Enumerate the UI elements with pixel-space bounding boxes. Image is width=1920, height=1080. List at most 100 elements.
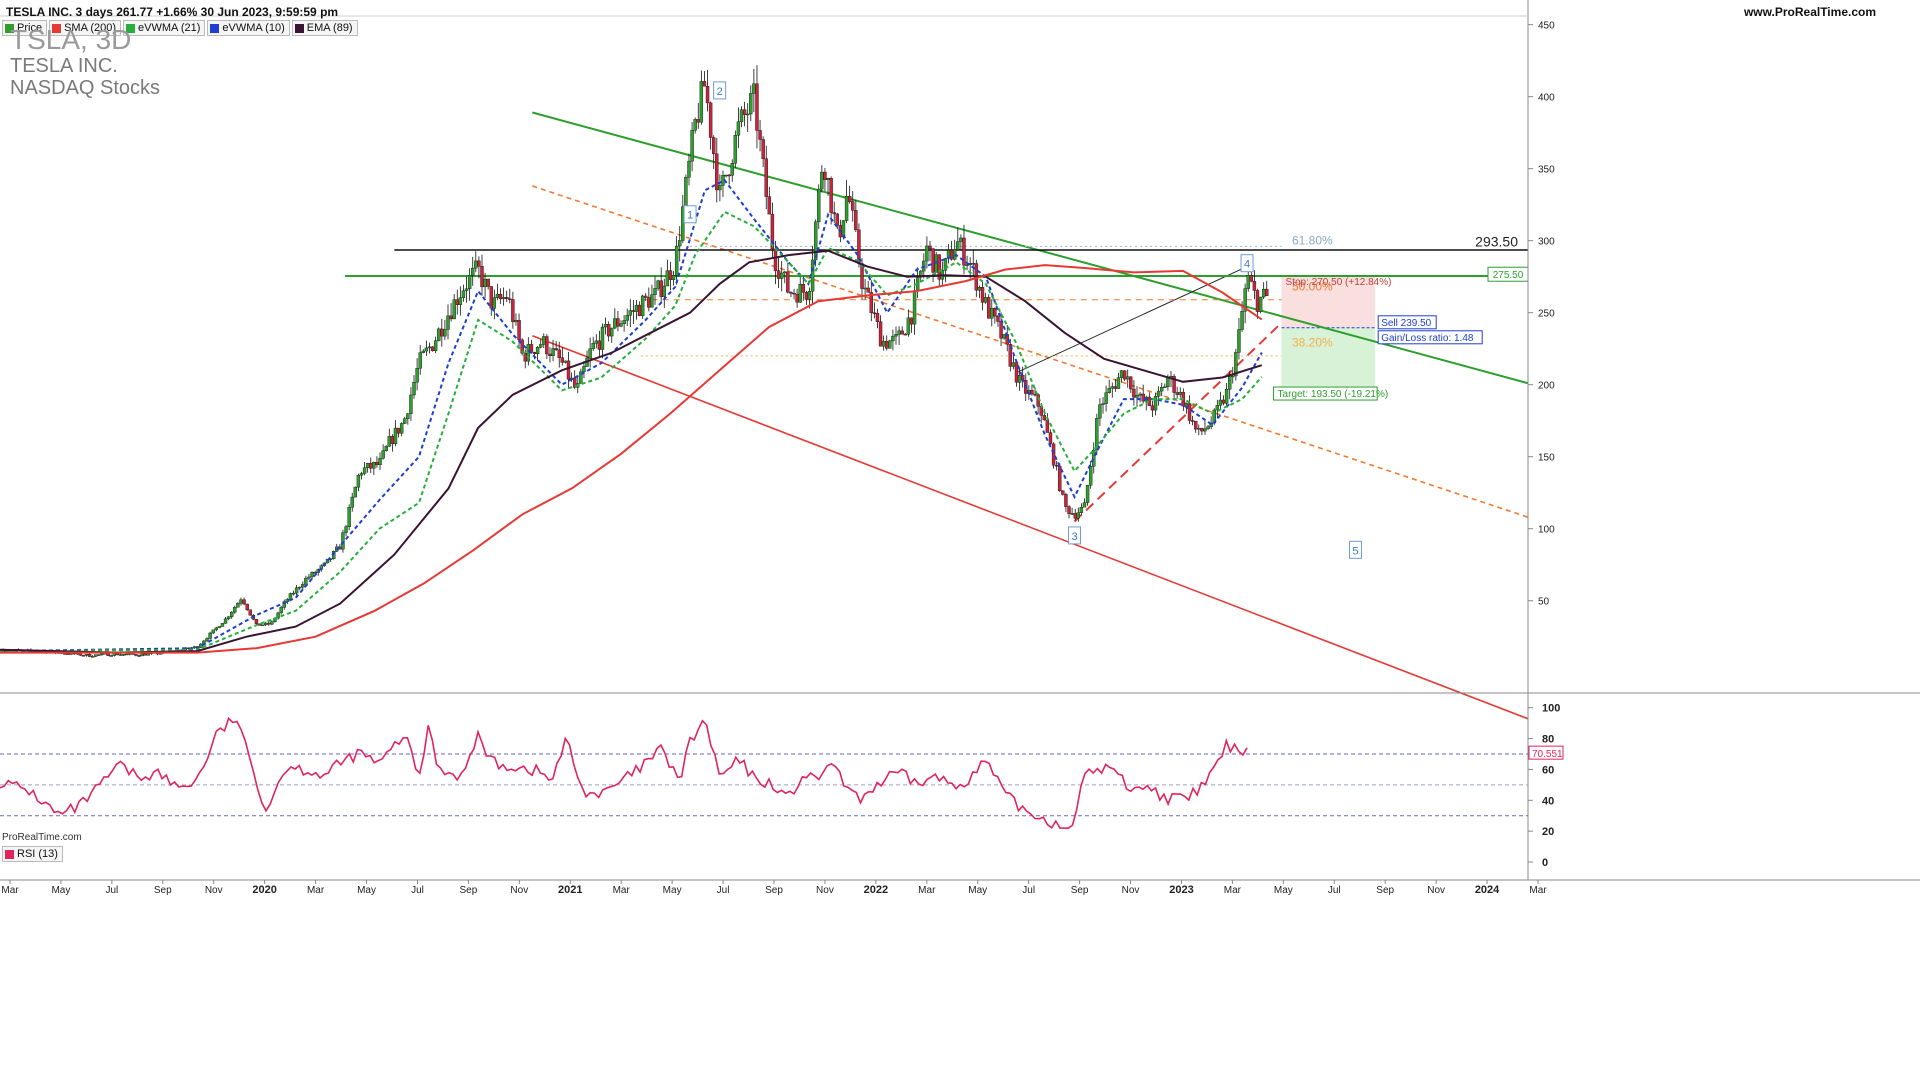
candle-body: [501, 297, 506, 300]
candle-body: [90, 656, 95, 658]
legend-swatch-ema: [294, 23, 304, 33]
candle-body: [847, 196, 852, 202]
candle-body: [1058, 465, 1062, 491]
candle-body: [668, 270, 673, 280]
candle-body: [739, 109, 744, 122]
x-tick-label: Jul: [1022, 885, 1035, 896]
candle-body: [455, 299, 459, 305]
candle-body: [267, 622, 271, 625]
candle-body: [1098, 404, 1102, 419]
candle-body: [730, 163, 734, 176]
candle-body: [903, 333, 907, 336]
candle-body: [480, 266, 484, 288]
x-tick-label: Sep: [1376, 885, 1394, 896]
candle-body: [662, 285, 666, 297]
candle-body: [1064, 494, 1068, 507]
legend-sma200[interactable]: SMA (200): [49, 20, 122, 36]
candle-body: [758, 130, 762, 140]
candle-body: [560, 357, 565, 363]
candle-body: [474, 260, 478, 269]
legend-swatch-evwma10: [210, 23, 220, 33]
candle-body: [1227, 376, 1232, 390]
candle-body: [764, 158, 768, 197]
trendline-orange-channel: [532, 185, 1529, 518]
candle-body: [297, 586, 302, 589]
candle-body: [84, 653, 89, 656]
candle-body: [310, 571, 314, 578]
x-tick-label: Nov: [205, 885, 223, 896]
candle-body: [959, 237, 963, 242]
candle-body: [900, 330, 904, 335]
candle-body: [390, 436, 395, 445]
candle-body: [792, 292, 796, 295]
candles: [1, 65, 1269, 658]
gain-loss-label: Gain/Loss ratio: 1.48: [1381, 333, 1474, 344]
candle-body: [1107, 388, 1111, 393]
wave-label-box: [713, 81, 727, 100]
x-tick-label: Mar: [307, 885, 325, 896]
candle-body: [489, 286, 493, 309]
wave-label: 4: [1244, 259, 1250, 271]
legend-price[interactable]: Price: [2, 20, 48, 36]
candle-body: [1085, 485, 1090, 503]
chart-background: [1281, 275, 1376, 395]
candle-body: [471, 267, 475, 276]
x-tick-label: Mar: [1224, 885, 1242, 896]
legend-label: Price: [17, 22, 43, 34]
source-link[interactable]: www.ProRealTime.com: [1743, 5, 1876, 19]
candle-body: [418, 352, 422, 369]
candle-body: [779, 272, 784, 279]
candle-body: [288, 593, 293, 600]
candle-body: [1138, 393, 1142, 396]
candle-body: [875, 313, 880, 322]
y-tick-label: 200: [1538, 381, 1555, 392]
candle-body: [1221, 399, 1226, 404]
candle-body: [146, 653, 151, 656]
ma-line: [0, 210, 1263, 653]
candle-body: [1178, 391, 1182, 395]
watermark-exchange: NASDAQ Stocks: [10, 77, 161, 99]
legend-label: EMA (89): [306, 22, 353, 34]
candle-body: [1048, 432, 1053, 445]
candle-body: [291, 592, 296, 595]
candle-body: [721, 175, 725, 186]
candle-body: [66, 653, 70, 655]
candle-body: [872, 312, 877, 314]
candle-body: [829, 178, 833, 213]
legend-evwma10[interactable]: eVWMA (10): [207, 20, 290, 36]
candle-body: [888, 340, 892, 349]
candle-body: [582, 366, 586, 373]
candle-body: [931, 248, 935, 273]
candle-body: [1261, 288, 1266, 298]
candle-body: [1187, 403, 1192, 421]
candle-body: [1255, 290, 1260, 312]
candle-body: [597, 340, 602, 350]
rsi-tick-label: 60: [1542, 764, 1554, 776]
candle-body: [557, 349, 561, 359]
candle-body: [1175, 392, 1179, 395]
candle-body: [566, 360, 571, 380]
trendline-red-support: [1073, 322, 1283, 523]
legend-evwma21[interactable]: eVWMA (21): [123, 20, 206, 36]
wave-label-box: [1240, 254, 1254, 273]
legend-ema89[interactable]: EMA (89): [291, 20, 358, 36]
rsi-tick-label: 80: [1542, 734, 1554, 746]
watermark-name: TESLA INC.: [10, 55, 118, 77]
candle-body: [440, 328, 444, 337]
y-tick-label: 100: [1538, 525, 1555, 536]
candle-body: [878, 321, 883, 347]
candle-body: [124, 653, 129, 656]
rsi-legend[interactable]: RSI (13): [2, 846, 63, 862]
target-label: Target: 193.50 (-19.21%): [1278, 389, 1389, 400]
candle-body: [755, 83, 759, 131]
x-tick-label: 2024: [1475, 884, 1500, 896]
credit-label: ProRealTime.com: [2, 832, 82, 843]
candle-body: [773, 248, 778, 271]
candle-body: [1258, 296, 1263, 312]
candle-body: [606, 324, 611, 337]
candle-body: [712, 137, 716, 155]
candle-body: [356, 474, 361, 488]
candle-body: [1156, 390, 1161, 397]
legend-label: eVWMA (10): [222, 22, 285, 34]
